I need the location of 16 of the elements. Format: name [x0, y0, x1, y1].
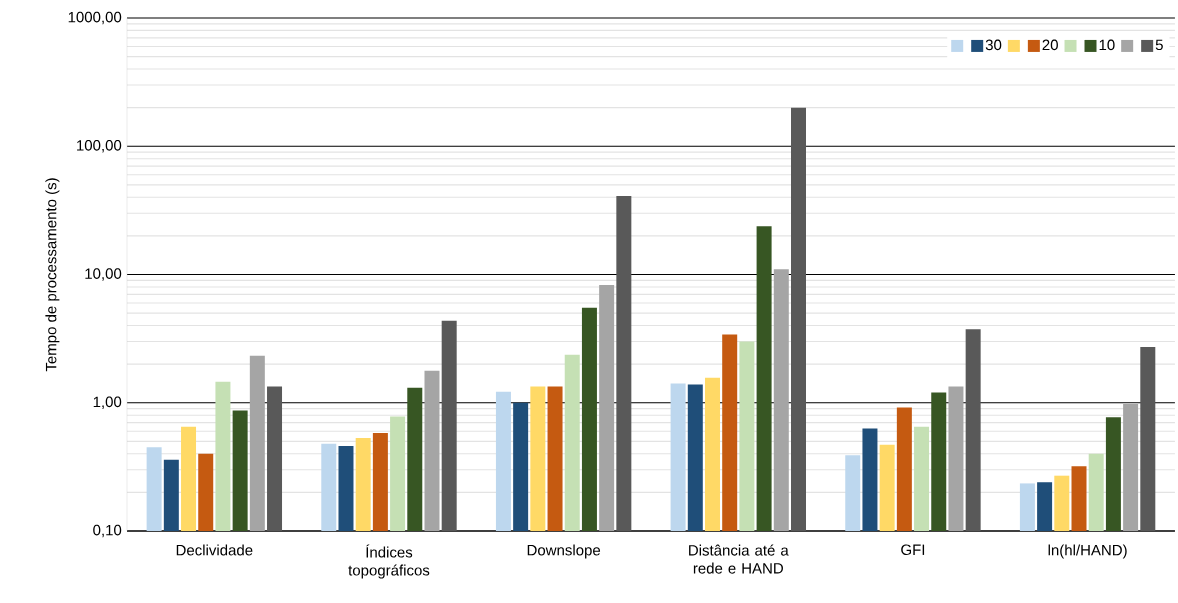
y-axis-title: Tempo de processamento (s): [45, 178, 60, 372]
x-tick-label: Distância até a rede e HAND: [689, 544, 789, 574]
legend-label: 10: [1099, 39, 1115, 51]
x-tick-label: GFI: [901, 544, 925, 556]
x-tick-label: Índices topográficos: [348, 544, 430, 579]
y-tick-label: 100,00: [77, 140, 122, 153]
y-tick-label: 1000,00: [68, 11, 122, 25]
y-tick-label: 0,10: [93, 524, 122, 538]
y-tick-label: 1,00: [93, 396, 122, 409]
legend-label: 20: [1042, 39, 1058, 51]
x-tick-label: ln(hl/HAND): [1048, 544, 1127, 559]
x-tick-label: Downslope: [527, 544, 601, 559]
legend-label: 5: [1155, 39, 1163, 51]
y-tick-label: 10,00: [85, 268, 122, 281]
x-tick-label: Declividade: [176, 544, 253, 556]
legend-label: 30: [985, 39, 1002, 51]
